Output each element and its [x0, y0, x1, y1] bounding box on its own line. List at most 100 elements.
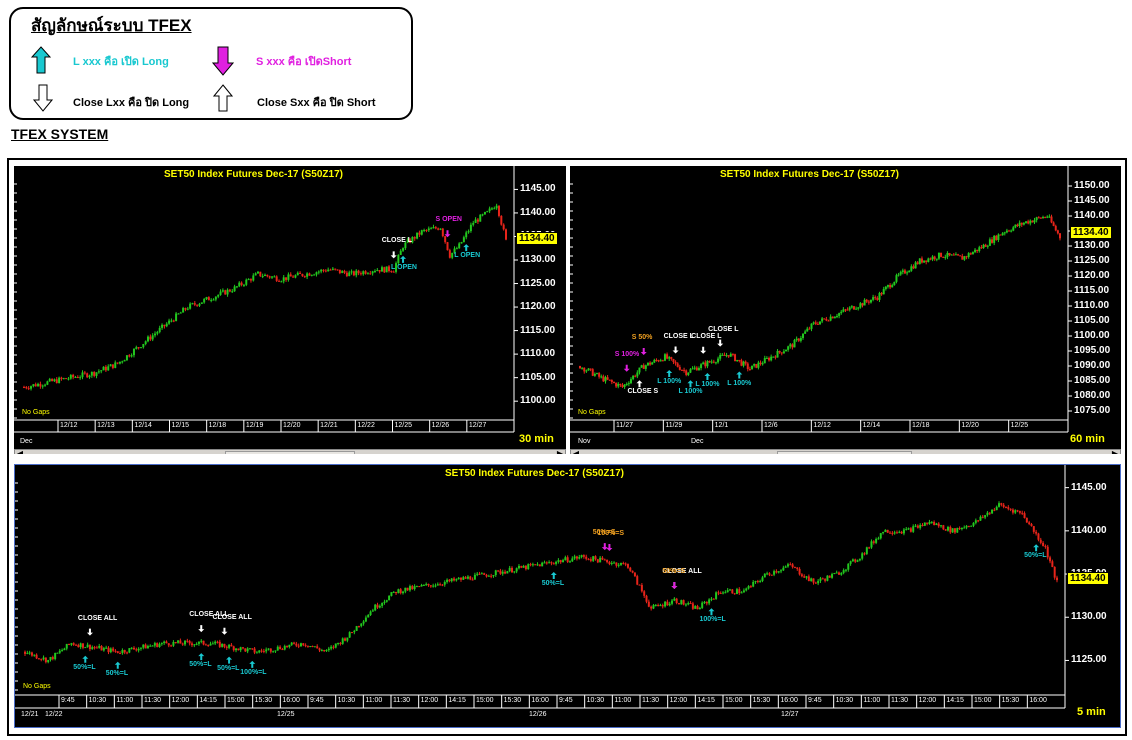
x-tick-label: 11:30 — [642, 697, 659, 704]
candle-body — [385, 600, 388, 602]
candle-body — [806, 328, 809, 332]
x-tick-label: 12/1 — [714, 422, 729, 429]
candle-body — [235, 648, 238, 651]
candle-body — [490, 208, 493, 210]
candle-body — [951, 528, 954, 533]
candle-body — [1044, 545, 1047, 547]
candle-body — [264, 274, 266, 276]
candle-body — [772, 356, 775, 358]
candle-body — [846, 309, 849, 311]
legend-title: สัญลักษณ์ระบบ TFEX — [31, 16, 192, 35]
candle-body — [458, 243, 461, 249]
y-tick-label: 1115.00 — [1074, 285, 1110, 296]
candle-body — [474, 219, 477, 223]
candle-body — [202, 640, 205, 645]
candle-body — [163, 641, 166, 644]
candle-body — [831, 316, 834, 319]
candle-body — [437, 228, 440, 230]
candle-body — [731, 353, 734, 355]
chart-panel-5min[interactable]: SET50 Index Futures Dec-17 (S50Z17) No G… — [14, 464, 1121, 728]
candle-body — [998, 503, 1001, 507]
candle-body — [651, 362, 654, 365]
scroll-right-icon[interactable]: ▶ — [1111, 449, 1119, 454]
candle-body — [661, 360, 664, 362]
candle-body — [631, 570, 634, 573]
candle-body — [970, 525, 973, 527]
candle-body — [443, 581, 446, 585]
x-tick-label: 12/25 — [394, 422, 413, 429]
x-tick-label: 12/20 — [283, 422, 301, 429]
candle-body — [267, 648, 270, 650]
candle-body — [895, 532, 898, 534]
x-tick-label: 15:30 — [254, 697, 273, 704]
candle-body — [835, 315, 838, 317]
scroll-thumb[interactable] — [777, 451, 912, 454]
candle-body — [1016, 510, 1019, 512]
candle-body — [969, 253, 972, 255]
candle-body — [511, 567, 514, 573]
chart-title: SET50 Index Futures Dec-17 (S50Z17) — [164, 169, 343, 180]
arrow-shape — [687, 380, 694, 388]
candle-body — [691, 603, 694, 609]
candle-body — [248, 648, 251, 650]
candle-body — [1014, 224, 1017, 228]
candle-body — [949, 526, 952, 533]
candle-body — [842, 570, 845, 573]
horizontal-scrollbar[interactable]: ◀ ▶ — [14, 449, 566, 454]
candle-body — [729, 589, 732, 591]
candle-body — [840, 311, 843, 314]
candle-body — [439, 584, 442, 586]
horizontal-scrollbar[interactable]: ◀ ▶ — [570, 449, 1121, 454]
candle-body — [782, 351, 785, 354]
x-tick-label: 16:00 — [780, 697, 798, 704]
candle-body — [214, 296, 217, 300]
candle-body — [529, 564, 532, 566]
candle-body — [316, 646, 319, 649]
candle-body — [816, 323, 819, 325]
candle-body — [413, 237, 416, 239]
candle-body — [903, 270, 906, 274]
candle-body — [112, 648, 115, 651]
candle-body — [782, 567, 785, 571]
signal-label: CLOSE L — [663, 332, 694, 340]
candle-body — [282, 277, 285, 282]
candle-body — [789, 564, 792, 566]
candle-body — [1004, 506, 1007, 508]
candle-body — [254, 273, 257, 276]
candle-body — [620, 563, 623, 565]
candle-body — [624, 563, 627, 565]
chart-panel-30min[interactable]: SET50 Index Futures Dec-17 (S50Z17) No G… — [14, 166, 566, 454]
arrow-shape — [86, 628, 93, 636]
candle-body — [149, 336, 152, 340]
candle-body — [721, 354, 724, 356]
scroll-right-icon[interactable]: ▶ — [556, 449, 564, 454]
candle-body — [413, 586, 416, 590]
candle-body — [906, 272, 909, 274]
candle-body — [893, 281, 896, 286]
long-signal-arrow-icon — [550, 571, 557, 579]
arrow-shape — [444, 230, 451, 238]
x-tick-label: 12/18 — [208, 422, 227, 429]
candle-body — [376, 604, 379, 608]
candle-body — [1002, 504, 1005, 507]
candle-body — [467, 231, 470, 233]
candle-body — [513, 571, 516, 573]
candle-body — [956, 528, 959, 533]
chart-panel-60min[interactable]: SET50 Index Futures Dec-17 (S50Z17) No G… — [570, 166, 1121, 454]
candle-body — [90, 371, 93, 376]
candle-body — [383, 601, 386, 603]
candle-body — [1028, 522, 1031, 524]
candle-body — [123, 650, 126, 653]
candle-body — [402, 248, 405, 251]
candle-body — [587, 368, 590, 371]
scroll-thumb[interactable] — [225, 451, 355, 454]
scroll-left-icon[interactable]: ◀ — [16, 449, 24, 454]
candle-body — [907, 528, 910, 530]
candle-body — [997, 234, 1000, 240]
last-price-tag: 1134.40 — [1070, 225, 1112, 239]
scroll-left-icon[interactable]: ◀ — [572, 449, 580, 454]
candle-body — [786, 564, 789, 567]
x-tick-label: 15:00 — [476, 697, 494, 704]
candle-body — [459, 577, 462, 580]
candle-body — [986, 512, 989, 516]
